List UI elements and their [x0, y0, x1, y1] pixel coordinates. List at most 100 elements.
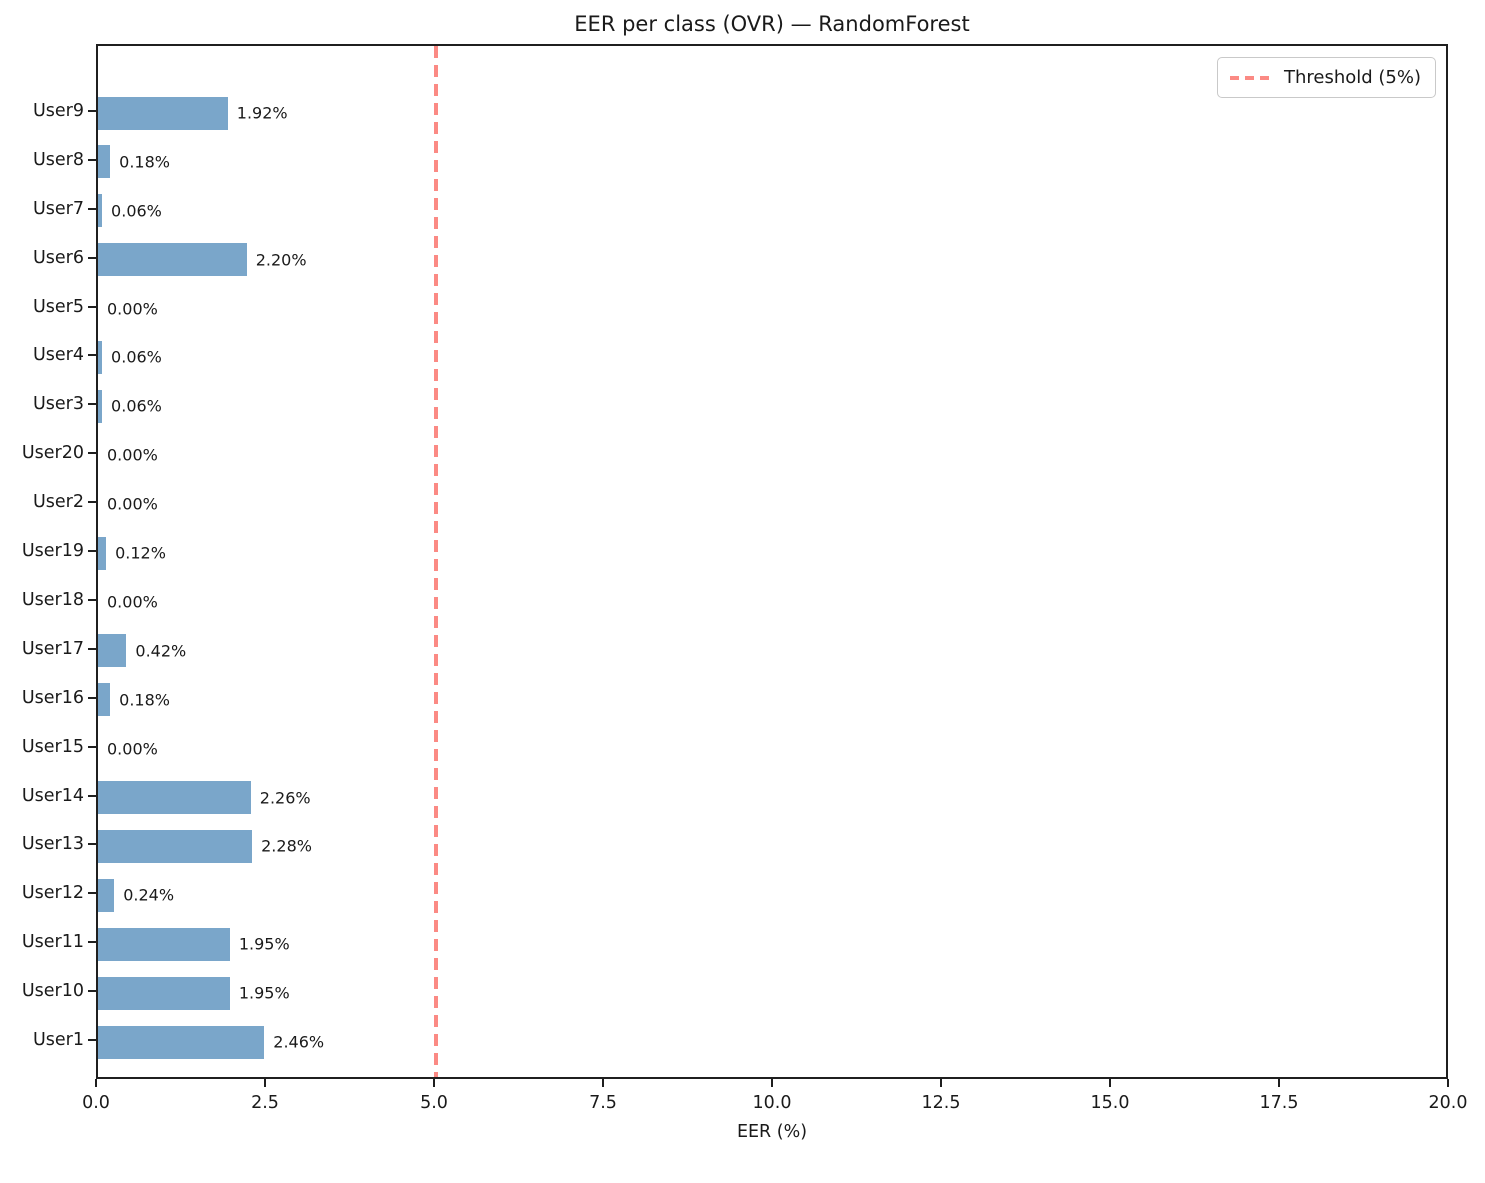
- bar-user6: [98, 243, 247, 277]
- bar-value-label: 0.06%: [111, 201, 162, 221]
- bar-row: 1.92%: [98, 96, 1446, 130]
- bar-value-label: 0.06%: [111, 347, 162, 367]
- plot-area: 1.92% 0.18% 0.06% 2.20% 0.00% 0.06% 0.06% 0.00%…: [96, 44, 1448, 1079]
- x-tick-mark: [940, 1079, 942, 1087]
- bar-row: 0.00%: [98, 732, 1446, 765]
- bar-value-label: 2.20%: [255, 250, 307, 270]
- y-tick-label-user2: User2: [32, 492, 84, 513]
- x-tick-mark: [602, 1079, 604, 1087]
- x-axis-label: EER (%): [736, 1122, 808, 1142]
- x-tick-mark: [1447, 1079, 1449, 1087]
- bar-value-label: 0.42%: [135, 641, 187, 661]
- bar-user11: [98, 927, 230, 961]
- bar-user4: [98, 340, 103, 374]
- legend: Threshold (5%): [1216, 57, 1436, 98]
- bar-user1: [98, 1025, 265, 1059]
- y-tick-label-user10: User10: [21, 981, 84, 1002]
- y-tick-mark: [88, 403, 96, 406]
- x-tick-label: 5.0: [420, 1093, 448, 1113]
- y-tick-label-user7: User7: [32, 198, 84, 219]
- bar-row: 0.18%: [98, 145, 1446, 179]
- bar-row: 0.42%: [98, 634, 1446, 668]
- x-tick-label: 17.5: [1259, 1093, 1299, 1113]
- y-tick-mark: [88, 696, 96, 699]
- bar-value-label: 0.18%: [119, 152, 170, 172]
- y-tick-mark: [88, 207, 96, 210]
- x-tick-mark: [264, 1079, 266, 1087]
- y-tick-label-user15: User15: [21, 736, 84, 757]
- bar-row: 0.00%: [98, 439, 1446, 472]
- x-tick-mark: [1278, 1079, 1280, 1087]
- y-tick-mark: [88, 598, 96, 601]
- bar-user19: [98, 536, 107, 570]
- y-tick-mark: [88, 843, 96, 846]
- y-tick-label-user16: User16: [21, 687, 84, 708]
- y-tick-label-user19: User19: [21, 541, 84, 562]
- y-tick-mark: [88, 794, 96, 797]
- y-tick-label-user9: User9: [32, 101, 84, 121]
- bar-user8: [98, 145, 111, 179]
- bar-row: 0.00%: [98, 292, 1446, 325]
- x-tick-mark: [433, 1079, 435, 1087]
- bar-row: 0.12%: [98, 536, 1446, 570]
- bar-user14: [98, 781, 251, 815]
- bar-row: 0.06%: [98, 389, 1446, 423]
- y-tick-label-user4: User4: [32, 345, 84, 366]
- x-tick-label: 15.0: [1090, 1093, 1130, 1113]
- y-tick-label-user18: User18: [21, 589, 84, 610]
- x-tick-label: 12.5: [921, 1093, 961, 1113]
- bar-value-label: 1.92%: [236, 103, 288, 123]
- y-tick-label-user5: User5: [32, 296, 84, 317]
- bar-row: 2.26%: [98, 781, 1446, 815]
- bar-user13: [98, 829, 253, 863]
- y-tick-mark: [88, 110, 96, 112]
- bar-user17: [98, 634, 127, 668]
- y-tick-label-user8: User8: [32, 149, 84, 170]
- y-tick-mark: [88, 1039, 96, 1041]
- x-tick-label: 7.5: [589, 1093, 617, 1113]
- x-tick-label: 0.0: [82, 1093, 110, 1113]
- bar-value-label: 0.00%: [107, 739, 158, 759]
- legend-label: Threshold (5%): [1283, 67, 1421, 88]
- bar-value-label: 1.95%: [238, 934, 290, 954]
- bar-value-label: 0.00%: [107, 299, 158, 319]
- y-tick-mark: [88, 305, 96, 308]
- y-tick-mark: [88, 745, 96, 748]
- y-tick-mark: [88, 892, 96, 895]
- bar-value-label: 0.06%: [111, 396, 162, 416]
- y-tick-label-user3: User3: [32, 394, 84, 415]
- x-tick-label: 10.0: [752, 1093, 792, 1113]
- bar-user16: [98, 683, 111, 717]
- bar-row: 1.95%: [98, 976, 1446, 1010]
- y-tick-label-user17: User17: [21, 638, 84, 659]
- y-tick-mark: [88, 941, 96, 944]
- bar-user12: [98, 878, 115, 912]
- bar-row: 2.46%: [98, 1025, 1446, 1059]
- y-tick-label-user1: User1: [32, 1030, 84, 1050]
- bar-user7: [98, 194, 103, 228]
- y-tick-mark: [88, 501, 96, 504]
- bar-row: 0.24%: [98, 878, 1446, 912]
- x-tick-label: 20.0: [1428, 1093, 1468, 1113]
- bar-value-label: 0.00%: [107, 592, 158, 612]
- bar-value-label: 2.46%: [273, 1032, 325, 1052]
- bar-user9: [98, 96, 228, 130]
- bar-row: 0.06%: [98, 340, 1446, 374]
- y-tick-mark: [88, 158, 96, 161]
- chart-title: EER per class (OVR) — RandomForest: [574, 12, 970, 36]
- x-tick-label: 2.5: [251, 1093, 279, 1113]
- bar-row: 2.28%: [98, 829, 1446, 863]
- bar-row: 0.06%: [98, 194, 1446, 228]
- bar-user3: [98, 389, 103, 423]
- y-tick-label-user14: User14: [21, 785, 84, 806]
- bar-value-label: 1.95%: [238, 983, 290, 1003]
- bar-value-label: 0.18%: [119, 690, 170, 710]
- y-tick-mark: [88, 647, 96, 650]
- y-tick-label-user20: User20: [21, 443, 84, 464]
- x-tick-mark: [1109, 1079, 1111, 1087]
- y-tick-label-user13: User13: [21, 834, 84, 855]
- bar-value-label: 2.26%: [259, 788, 311, 808]
- bar-row: 1.95%: [98, 927, 1446, 961]
- bar-value-label: 0.24%: [123, 885, 175, 905]
